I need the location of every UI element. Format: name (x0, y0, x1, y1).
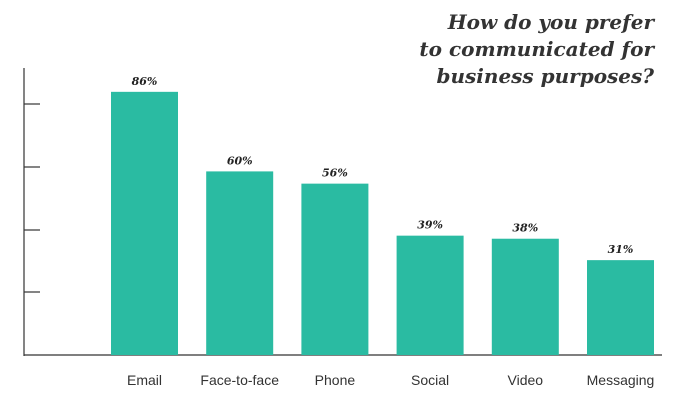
bar-messaging (587, 260, 654, 355)
category-label-phone: Phone (315, 372, 356, 388)
bar-email (111, 91, 178, 355)
value-label-face-to-face: 60% (227, 154, 253, 167)
value-label-email: 86% (132, 75, 158, 88)
chart-title-line-2: to communicated for (419, 37, 655, 61)
value-label-messaging: 31% (608, 243, 634, 256)
data-labels: 86% 60% 56% 39% 38% 31% (132, 75, 634, 256)
category-label-face-to-face: Face-to-face (200, 372, 279, 388)
bars (111, 91, 654, 355)
bar-phone (301, 183, 369, 355)
category-labels: Email Face-to-face Phone Social Video Messagi… (127, 372, 654, 388)
category-label-email: Email (127, 372, 162, 388)
bar-video (491, 238, 559, 355)
chart-title-line-1: How do you prefer (447, 10, 656, 34)
category-label-social: Social (411, 372, 449, 388)
category-label-messaging: Messaging (587, 372, 655, 388)
bar-social (396, 235, 464, 355)
bar-face-to-face (206, 171, 274, 355)
category-label-video: Video (508, 372, 544, 388)
value-label-social: 39% (417, 219, 443, 232)
chart-title-line-3: business purposes? (437, 64, 655, 88)
value-label-video: 38% (512, 222, 538, 235)
value-label-phone: 56% (322, 167, 348, 180)
chart-title: How do you prefer to communicated for bu… (419, 10, 655, 88)
